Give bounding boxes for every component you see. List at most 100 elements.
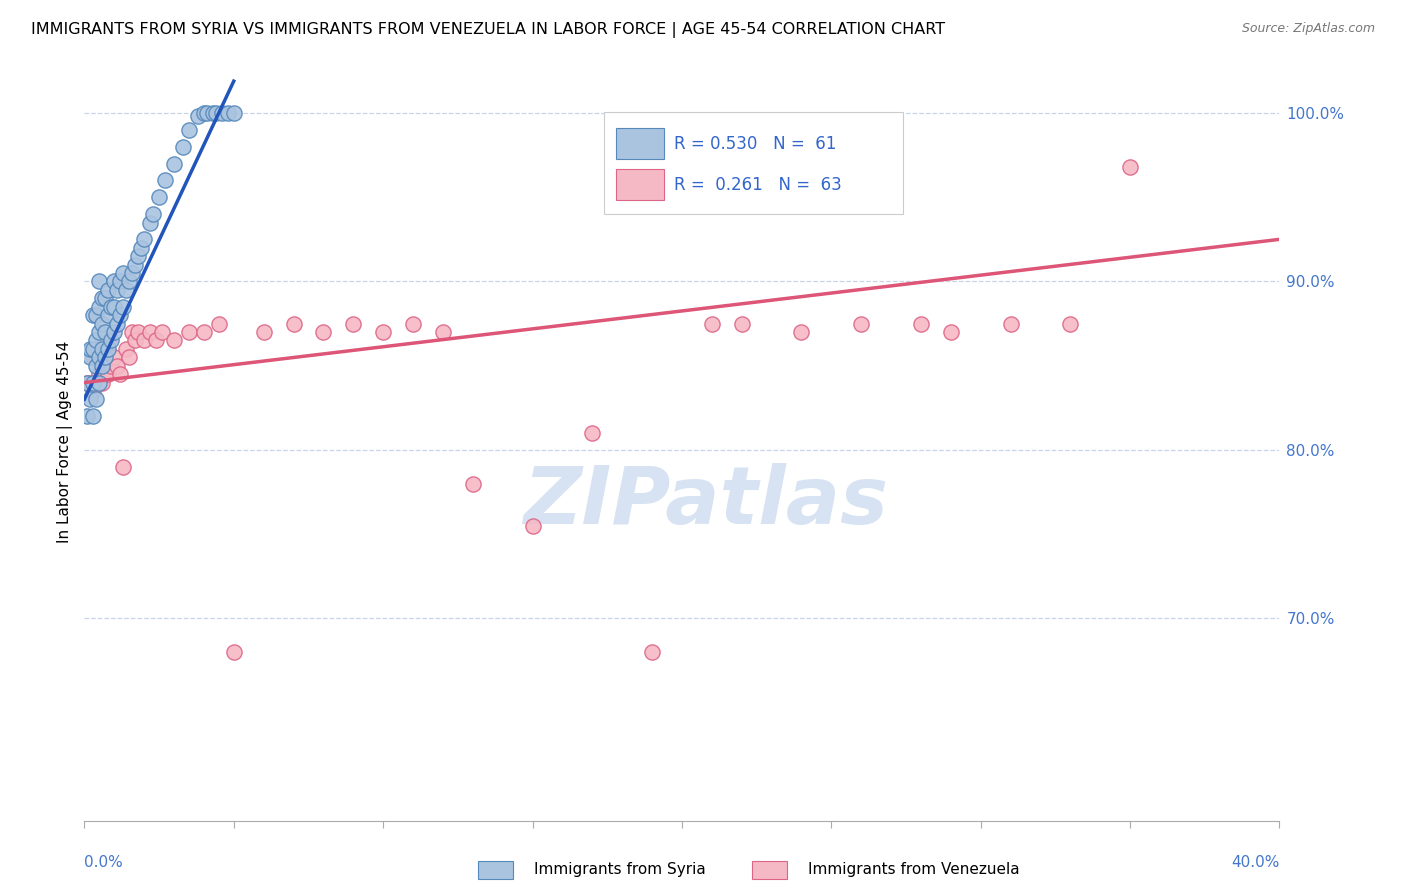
Point bbox=[132, 232, 156, 246]
Point bbox=[105, 283, 128, 297]
Point bbox=[91, 291, 114, 305]
Point bbox=[79, 351, 101, 365]
Point bbox=[148, 190, 170, 204]
Point bbox=[163, 156, 186, 170]
Point bbox=[145, 334, 167, 348]
Point bbox=[163, 334, 186, 348]
Point bbox=[461, 476, 484, 491]
Point bbox=[127, 249, 149, 263]
Text: 40.0%: 40.0% bbox=[1232, 855, 1279, 870]
Point bbox=[150, 325, 173, 339]
Point bbox=[222, 106, 245, 120]
Point bbox=[402, 317, 425, 331]
Point bbox=[86, 359, 108, 373]
Point bbox=[121, 266, 143, 280]
Point bbox=[110, 308, 132, 322]
Point bbox=[82, 351, 104, 365]
Point bbox=[211, 106, 233, 120]
Y-axis label: In Labor Force | Age 45-54: In Labor Force | Age 45-54 bbox=[58, 341, 73, 542]
Point bbox=[97, 367, 120, 381]
Point bbox=[76, 409, 98, 424]
Point bbox=[89, 342, 111, 356]
Point bbox=[89, 325, 111, 339]
Point bbox=[79, 392, 101, 407]
Point bbox=[94, 367, 117, 381]
Point bbox=[177, 325, 200, 339]
Point bbox=[205, 106, 228, 120]
Text: 0.0%: 0.0% bbox=[84, 855, 124, 870]
Point bbox=[103, 351, 125, 365]
Point bbox=[193, 106, 215, 120]
Point bbox=[121, 325, 143, 339]
Point bbox=[100, 300, 122, 314]
Point bbox=[283, 317, 305, 331]
Point bbox=[939, 325, 962, 339]
Point bbox=[208, 317, 231, 331]
Point bbox=[172, 139, 194, 153]
Point bbox=[91, 342, 114, 356]
Point bbox=[110, 367, 132, 381]
Point bbox=[91, 376, 114, 390]
Point bbox=[100, 334, 122, 348]
Point bbox=[82, 342, 104, 356]
Point bbox=[82, 308, 104, 322]
Point bbox=[82, 409, 104, 424]
Point bbox=[105, 359, 128, 373]
Point bbox=[91, 342, 114, 356]
Point bbox=[89, 275, 111, 289]
Point bbox=[193, 325, 215, 339]
Point bbox=[195, 106, 218, 120]
Point bbox=[112, 266, 135, 280]
Point bbox=[94, 342, 117, 356]
Point bbox=[1059, 317, 1081, 331]
Point bbox=[97, 342, 120, 356]
Text: R = 0.530   N =  61: R = 0.530 N = 61 bbox=[673, 135, 837, 153]
Text: Immigrants from Syria: Immigrants from Syria bbox=[534, 863, 706, 877]
Point bbox=[91, 317, 114, 331]
Point bbox=[76, 376, 98, 390]
Point bbox=[103, 275, 125, 289]
Point bbox=[124, 334, 146, 348]
Point bbox=[118, 351, 141, 365]
Point bbox=[110, 275, 132, 289]
Text: R =  0.261   N =  63: R = 0.261 N = 63 bbox=[673, 176, 841, 194]
Point bbox=[790, 325, 813, 339]
Point bbox=[112, 300, 135, 314]
Point bbox=[312, 325, 335, 339]
Point bbox=[139, 215, 162, 229]
Point bbox=[105, 317, 128, 331]
Point bbox=[132, 334, 156, 348]
Point bbox=[522, 518, 544, 533]
Point bbox=[89, 351, 111, 365]
Point bbox=[97, 283, 120, 297]
Point bbox=[82, 376, 104, 390]
Point bbox=[124, 258, 146, 272]
Point bbox=[103, 325, 125, 339]
Point bbox=[1119, 160, 1142, 174]
Point bbox=[201, 106, 224, 120]
Point bbox=[127, 325, 149, 339]
Point bbox=[86, 392, 108, 407]
Point bbox=[86, 308, 108, 322]
Point bbox=[112, 459, 135, 474]
Point bbox=[581, 426, 603, 441]
Point bbox=[432, 325, 454, 339]
Point bbox=[910, 317, 932, 331]
Point bbox=[177, 123, 200, 137]
Point bbox=[153, 173, 176, 187]
Point bbox=[115, 342, 138, 356]
Point bbox=[700, 317, 723, 331]
Bar bbox=[616, 128, 664, 160]
Point bbox=[79, 342, 101, 356]
Text: ZIPatlas: ZIPatlas bbox=[523, 463, 889, 541]
Point bbox=[86, 376, 108, 390]
Point bbox=[115, 283, 138, 297]
Point bbox=[94, 351, 117, 365]
Point bbox=[373, 325, 395, 339]
Text: Source: ZipAtlas.com: Source: ZipAtlas.com bbox=[1241, 22, 1375, 36]
Text: IMMIGRANTS FROM SYRIA VS IMMIGRANTS FROM VENEZUELA IN LABOR FORCE | AGE 45-54 CO: IMMIGRANTS FROM SYRIA VS IMMIGRANTS FROM… bbox=[31, 22, 945, 38]
Point bbox=[139, 325, 162, 339]
Point bbox=[118, 275, 141, 289]
Point bbox=[89, 376, 111, 390]
Point bbox=[97, 334, 120, 348]
